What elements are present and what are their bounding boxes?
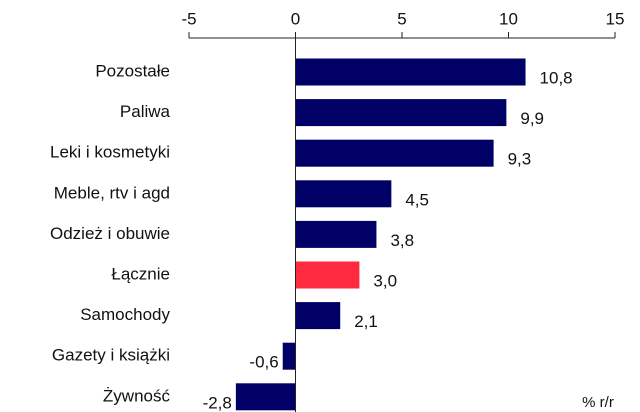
x-tick-label: -5	[181, 9, 196, 28]
bar	[295, 302, 341, 330]
value-label: 9,3	[508, 150, 532, 169]
bar	[235, 383, 296, 411]
value-label: -2,8	[203, 393, 232, 412]
bar	[282, 342, 296, 370]
x-tick-label: 15	[606, 9, 625, 28]
x-tick-label: 5	[397, 9, 406, 28]
bar	[295, 180, 392, 208]
category-label: Żywność	[103, 386, 171, 405]
category-label: Odzież i obuwie	[50, 224, 170, 243]
unit-label: % r/r	[582, 394, 614, 411]
x-tick-label: 10	[499, 9, 518, 28]
bar	[295, 58, 526, 86]
bar	[295, 220, 377, 248]
value-label: -0,6	[249, 353, 278, 372]
category-label: Pozostałe	[95, 61, 170, 80]
bar	[295, 139, 494, 167]
category-label: Samochody	[80, 305, 170, 324]
value-label: 2,1	[354, 312, 378, 331]
value-label: 10,8	[540, 68, 573, 87]
category-label: Leki i kosmetyki	[50, 143, 170, 162]
category-label: Łącznie	[111, 264, 170, 283]
value-label: 4,5	[405, 190, 429, 209]
category-label: Meble, rtv i agd	[54, 183, 170, 202]
value-label: 3,0	[373, 271, 397, 290]
category-label: Gazety i książki	[52, 346, 170, 365]
bar	[295, 99, 507, 127]
bar	[295, 261, 360, 289]
value-label: 3,8	[390, 231, 414, 250]
x-tick-label: 0	[291, 9, 300, 28]
value-label: 9,9	[520, 109, 544, 128]
category-label: Paliwa	[120, 102, 171, 121]
